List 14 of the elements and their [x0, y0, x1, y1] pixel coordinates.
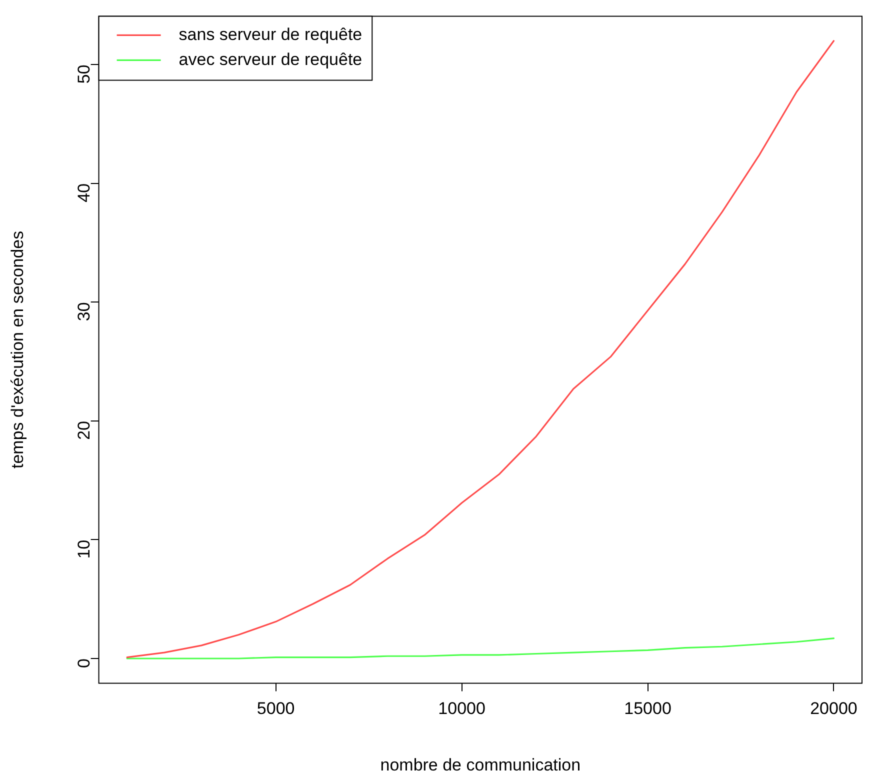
- x-tick-label: 15000: [624, 699, 672, 718]
- y-tick-label: 50: [74, 64, 94, 84]
- legend-label: sans serveur de requête: [178, 24, 362, 44]
- x-tick-label: 10000: [438, 699, 486, 718]
- legend-label: avec serveur de requête: [178, 50, 362, 69]
- x-axis-title: nombre de communication: [380, 755, 581, 774]
- x-tick-label: 5000: [256, 699, 295, 718]
- y-tick-label: 20: [74, 420, 94, 440]
- y-tick-label: 30: [74, 302, 94, 322]
- y-tick-label: 40: [74, 183, 94, 202]
- y-tick-label: 0: [74, 658, 94, 668]
- y-axis-title: temps d'exécution en secondes: [8, 230, 27, 469]
- y-tick-label: 10: [74, 540, 94, 559]
- x-tick-label: 20000: [810, 699, 858, 718]
